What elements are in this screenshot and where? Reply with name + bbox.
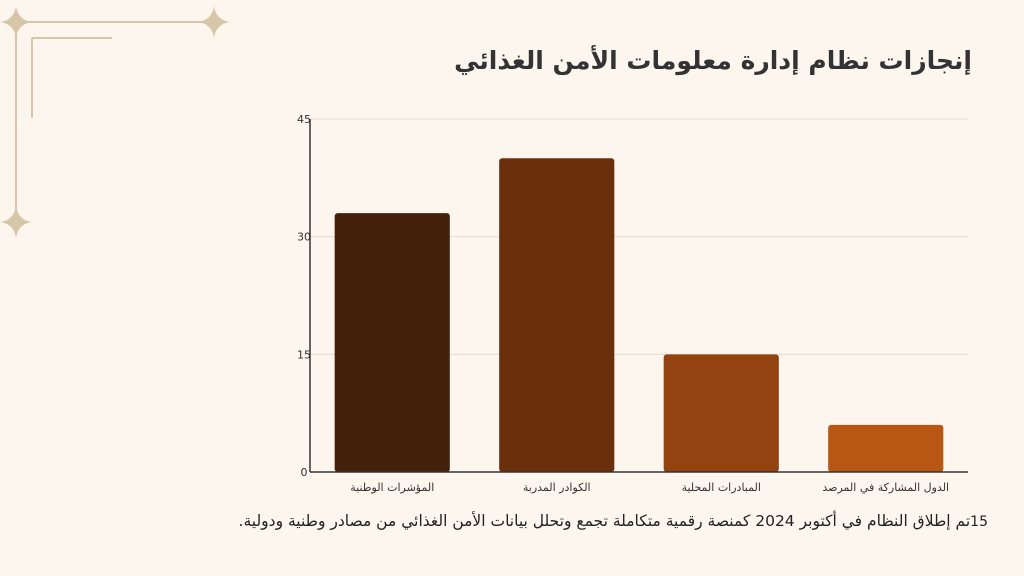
x-tick-label: الدول المشاركة في المرصد [822, 481, 949, 494]
bar [663, 354, 779, 472]
caption-text: تم إطلاق النظام في أكتوبر 2024 كمنصة رقم… [238, 512, 971, 530]
bar [499, 158, 615, 472]
page-number: 15 [970, 514, 988, 530]
caption-row: 15تم إطلاق النظام في أكتوبر 2024 كمنصة ر… [84, 512, 988, 530]
bar [334, 213, 450, 472]
tick-labels: 0 15 30 45 المؤشرات الوطنية الكوادر المدربة ال… [297, 113, 949, 494]
sparkle-icon [0, 206, 32, 238]
x-tick-label: المؤشرات الوطنية [350, 481, 434, 494]
y-tick-label: 30 [297, 231, 311, 244]
sparkle-icon [0, 6, 32, 38]
y-tick-label: 0 [301, 466, 308, 479]
y-tick-label: 15 [297, 348, 311, 361]
slide-title: إنجازات نظام إدارة معلومات الأمن الغذائي [454, 46, 972, 75]
bar [828, 424, 944, 472]
y-tick-label: 45 [297, 113, 311, 126]
sparkle-icon [198, 6, 230, 38]
axes [309, 119, 968, 473]
x-tick-label: المبادرات المحلية [682, 481, 761, 494]
x-tick-label: الكوادر المدربة [523, 481, 591, 494]
bars [334, 158, 944, 472]
